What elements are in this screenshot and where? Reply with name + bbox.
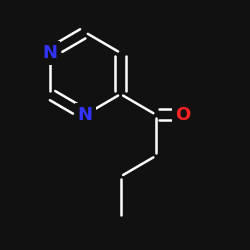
- Text: N: N: [78, 106, 93, 124]
- Text: N: N: [42, 44, 58, 62]
- Text: O: O: [175, 106, 190, 124]
